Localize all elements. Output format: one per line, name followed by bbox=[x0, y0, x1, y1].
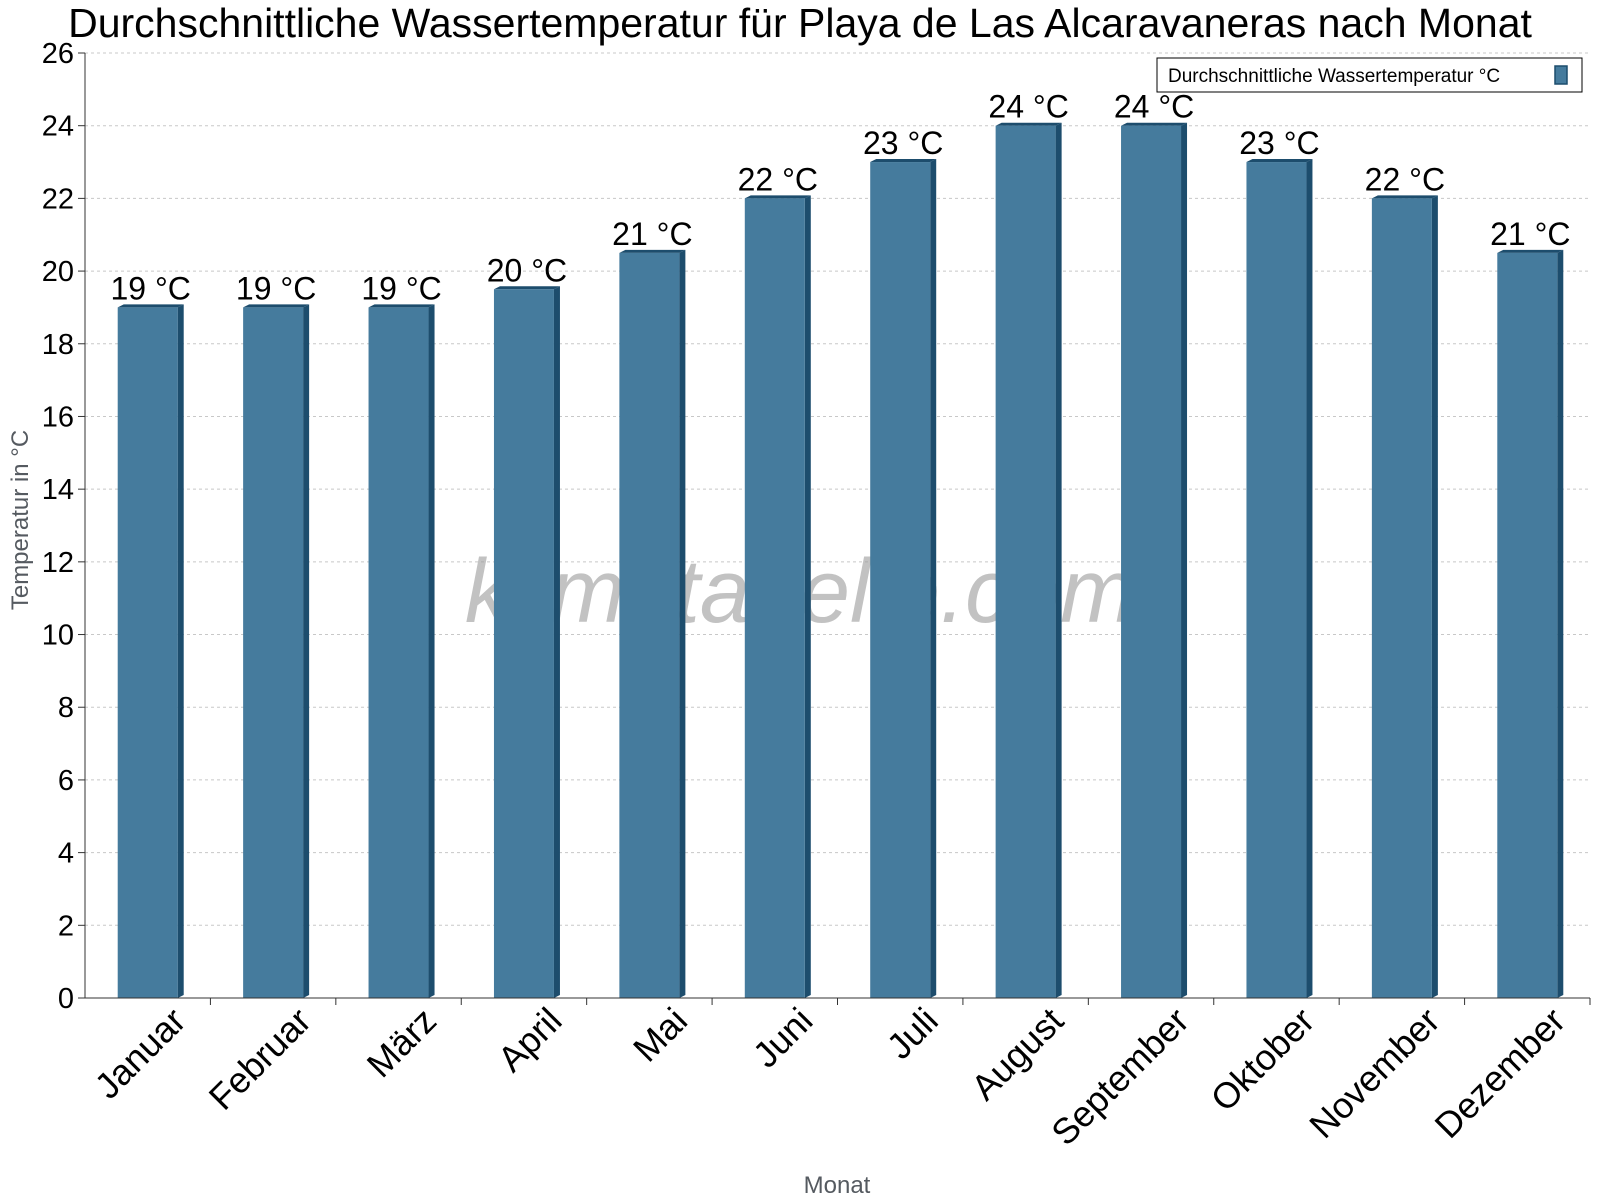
bar-value-label: 20 °C bbox=[487, 252, 567, 288]
bar-side bbox=[1181, 122, 1188, 998]
y-tick-label: 14 bbox=[42, 474, 74, 506]
bar-value-label: 22 °C bbox=[738, 161, 818, 197]
y-tick-label: 18 bbox=[42, 329, 74, 361]
bar-top bbox=[1121, 122, 1188, 126]
bar-value-label: 21 °C bbox=[1490, 216, 1570, 252]
y-tick-label: 0 bbox=[58, 983, 74, 1015]
y-tick-label: 10 bbox=[42, 620, 74, 652]
bar bbox=[870, 162, 931, 999]
grid-lines bbox=[85, 52, 1590, 926]
x-tick-label: November bbox=[1301, 1000, 1447, 1146]
bar-side bbox=[804, 195, 811, 998]
bar-labels: 19 °C 19 °C 19 °C 20 °C 21 °C 22 °C 23 °C 24 °C… bbox=[111, 89, 1571, 307]
y-tick-label: 22 bbox=[42, 183, 74, 215]
y-tick-label: 8 bbox=[58, 692, 74, 724]
bar-value-label: 22 °C bbox=[1365, 161, 1445, 197]
x-tick-label: September bbox=[1043, 1000, 1197, 1154]
x-tick-label: August bbox=[963, 1000, 1071, 1108]
bar-value-label: 24 °C bbox=[988, 89, 1068, 125]
bar-value-label: 23 °C bbox=[1239, 125, 1319, 161]
y-tick-label: 26 bbox=[42, 38, 74, 70]
bar-top bbox=[368, 304, 435, 308]
bar-side bbox=[177, 304, 184, 998]
bar-value-label: 19 °C bbox=[236, 270, 316, 306]
y-axis-label: Temperatur in °C bbox=[7, 430, 34, 610]
bar bbox=[1246, 162, 1307, 999]
bar-side bbox=[303, 304, 310, 998]
bar-top bbox=[1371, 195, 1438, 199]
x-tick-label: Dezember bbox=[1427, 1000, 1573, 1146]
x-tick-label: März bbox=[359, 1000, 445, 1086]
y-tick-label: 6 bbox=[58, 765, 74, 797]
bar-side bbox=[1431, 195, 1438, 998]
bar-value-label: 21 °C bbox=[612, 216, 692, 252]
bar-top bbox=[744, 195, 811, 199]
x-tick-label: Oktober bbox=[1203, 1000, 1323, 1120]
y-tick-label: 24 bbox=[42, 111, 74, 143]
bar bbox=[368, 307, 429, 998]
bar-side bbox=[679, 249, 686, 999]
bar-top bbox=[243, 304, 310, 308]
bar-top bbox=[619, 249, 686, 253]
x-tick-label: Juli bbox=[879, 1000, 946, 1067]
bar-value-label: 19 °C bbox=[361, 270, 441, 306]
bar bbox=[995, 125, 1056, 998]
bar-side bbox=[553, 286, 560, 998]
y-tick-label: 16 bbox=[42, 401, 74, 433]
bars bbox=[117, 122, 1564, 999]
bar bbox=[1371, 198, 1432, 998]
x-tick-label: April bbox=[490, 1000, 570, 1080]
bar-value-label: 23 °C bbox=[863, 125, 943, 161]
legend-label: Durchschnittliche Wassertemperatur °C bbox=[1168, 66, 1500, 87]
legend-box bbox=[1156, 57, 1583, 93]
bar bbox=[117, 307, 178, 998]
bar-top bbox=[995, 122, 1062, 126]
legend: Durchschnittliche Wassertemperatur °C bbox=[1156, 57, 1583, 93]
x-tick-label: Mai bbox=[625, 1000, 695, 1070]
bar-top bbox=[493, 286, 560, 290]
y-tick-label: 20 bbox=[42, 256, 74, 288]
bar-side bbox=[930, 159, 937, 999]
bar-top bbox=[870, 159, 937, 163]
bar bbox=[1497, 252, 1558, 999]
bar-value-label: 24 °C bbox=[1114, 89, 1194, 125]
legend-swatch bbox=[1554, 65, 1568, 85]
bar-side bbox=[1557, 249, 1564, 999]
x-tick-label: Juni bbox=[745, 1000, 821, 1076]
bar-side bbox=[428, 304, 435, 998]
x-tick-label: Januar bbox=[87, 1000, 194, 1107]
bar-side bbox=[1306, 159, 1313, 999]
bar bbox=[744, 198, 805, 998]
bar-top bbox=[117, 304, 184, 308]
y-tick-label: 12 bbox=[42, 547, 74, 579]
x-tick-label: Februar bbox=[201, 1000, 319, 1118]
bar bbox=[493, 289, 554, 998]
bar-top bbox=[1497, 249, 1564, 253]
x-axis-label: Monat bbox=[804, 1172, 871, 1199]
y-tick-label: 2 bbox=[58, 910, 74, 942]
bar-value-label: 19 °C bbox=[111, 270, 191, 306]
bar bbox=[1121, 125, 1182, 998]
bar-top bbox=[1246, 159, 1313, 163]
y-tick-label: 4 bbox=[58, 838, 74, 870]
bar-side bbox=[1055, 122, 1062, 998]
chart-title: Durchschnittliche Wassertemperatur für P… bbox=[68, 0, 1532, 46]
bar bbox=[619, 252, 680, 999]
bar bbox=[243, 307, 304, 998]
